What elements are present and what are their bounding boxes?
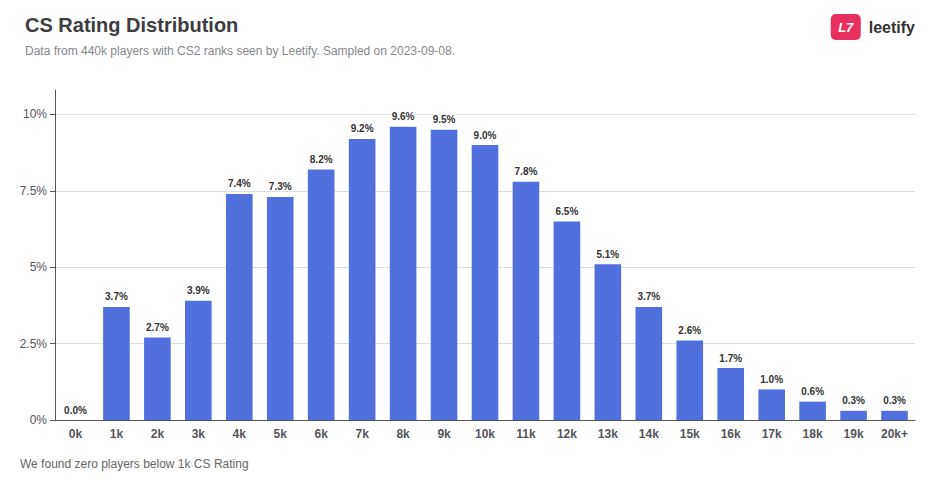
svg-text:6.5%: 6.5% <box>556 206 579 217</box>
svg-text:7.8%: 7.8% <box>515 166 538 177</box>
svg-text:7.4%: 7.4% <box>228 178 251 189</box>
svg-text:9k: 9k <box>437 427 451 441</box>
svg-text:12k: 12k <box>557 427 577 441</box>
svg-text:15k: 15k <box>680 427 700 441</box>
svg-text:13k: 13k <box>598 427 618 441</box>
svg-text:8k: 8k <box>396 427 410 441</box>
svg-text:3.7%: 3.7% <box>637 291 660 302</box>
svg-text:9.6%: 9.6% <box>392 111 415 122</box>
svg-text:0.3%: 0.3% <box>883 395 906 406</box>
svg-text:10k: 10k <box>475 427 495 441</box>
svg-text:1.0%: 1.0% <box>760 374 783 385</box>
svg-text:3.9%: 3.9% <box>187 285 210 296</box>
svg-text:3k: 3k <box>192 427 206 441</box>
svg-text:5%: 5% <box>30 260 48 274</box>
svg-text:17k: 17k <box>762 427 782 441</box>
svg-text:0%: 0% <box>30 413 48 427</box>
svg-text:2k: 2k <box>151 427 165 441</box>
svg-text:18k: 18k <box>803 427 823 441</box>
svg-text:5.1%: 5.1% <box>596 249 619 260</box>
svg-text:7k: 7k <box>355 427 369 441</box>
svg-text:leetify: leetify <box>869 19 915 36</box>
svg-text:10%: 10% <box>23 107 47 121</box>
svg-text:0k: 0k <box>69 427 83 441</box>
svg-text:3.7%: 3.7% <box>105 291 128 302</box>
svg-text:8.2%: 8.2% <box>310 154 333 165</box>
svg-text:7.5%: 7.5% <box>20 184 48 198</box>
svg-text:6k: 6k <box>315 427 329 441</box>
svg-text:16k: 16k <box>721 427 741 441</box>
svg-text:19k: 19k <box>844 427 864 441</box>
svg-text:9.5%: 9.5% <box>433 114 456 125</box>
svg-text:9.2%: 9.2% <box>351 123 374 134</box>
svg-text:2.5%: 2.5% <box>20 337 48 351</box>
svg-text:4k: 4k <box>233 427 247 441</box>
svg-text:7.3%: 7.3% <box>269 181 292 192</box>
svg-text:1k: 1k <box>110 427 124 441</box>
svg-text:L7: L7 <box>838 20 854 35</box>
svg-text:1.7%: 1.7% <box>719 353 742 364</box>
svg-text:0.0%: 0.0% <box>64 405 87 416</box>
svg-text:2.6%: 2.6% <box>678 325 701 336</box>
svg-text:Data from 440k players with CS: Data from 440k players with CS2 ranks se… <box>25 44 455 58</box>
svg-text:9.0%: 9.0% <box>474 130 497 141</box>
svg-text:14k: 14k <box>639 427 659 441</box>
svg-text:5k: 5k <box>274 427 288 441</box>
svg-text:0.3%: 0.3% <box>842 395 865 406</box>
svg-text:11k: 11k <box>516 427 536 441</box>
svg-text:2.7%: 2.7% <box>146 322 169 333</box>
svg-text:CS Rating Distribution: CS Rating Distribution <box>25 14 238 36</box>
svg-text:20k+: 20k+ <box>881 427 908 441</box>
svg-text:0.6%: 0.6% <box>801 386 824 397</box>
svg-text:We found zero players below 1k: We found zero players below 1k CS Rating <box>20 457 249 471</box>
